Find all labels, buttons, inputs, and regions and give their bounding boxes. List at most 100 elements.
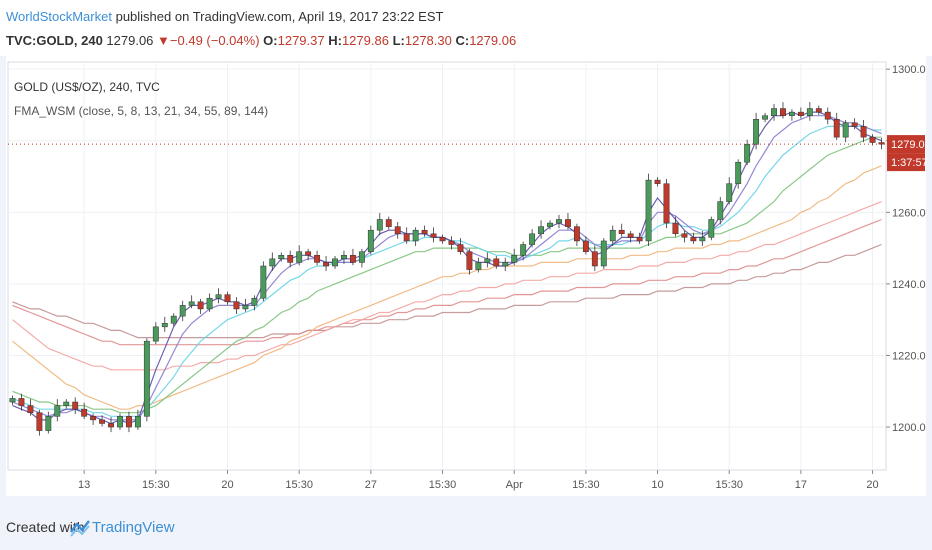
- candle: [349, 248, 356, 266]
- y-tick-label: 1200.00: [892, 422, 926, 434]
- candle-body: [618, 229, 625, 235]
- candle: [502, 257, 509, 272]
- x-tick-label: 13: [78, 479, 90, 491]
- candle-body: [9, 398, 16, 403]
- ma-line-13: [12, 125, 882, 417]
- candle-body: [591, 251, 598, 267]
- candle: [376, 213, 383, 236]
- candle: [358, 248, 365, 268]
- candle: [851, 118, 858, 130]
- candle: [573, 223, 580, 246]
- candle: [63, 399, 70, 409]
- price-change: ▼−0.49 (−0.04%): [157, 33, 260, 48]
- candle: [457, 238, 464, 255]
- candle: [690, 232, 697, 244]
- candle: [780, 102, 786, 119]
- candle: [654, 177, 661, 187]
- candle: [233, 297, 240, 314]
- candle: [134, 409, 141, 430]
- tradingview-brand[interactable]: TradingView: [92, 519, 175, 536]
- author-link[interactable]: WorldStockMarket: [6, 9, 112, 24]
- candle: [314, 250, 321, 266]
- candle: [197, 298, 204, 314]
- open-label: O:: [263, 33, 278, 48]
- candle-body: [412, 229, 419, 242]
- candle-body: [314, 255, 321, 263]
- legend-title: GOLD (US$/OZ), 240, TVC: [14, 80, 160, 94]
- candle: [269, 252, 276, 272]
- candle: [735, 159, 742, 189]
- candle: [681, 230, 688, 243]
- candle: [54, 399, 61, 422]
- candle-body: [81, 408, 88, 417]
- candle-body: [780, 108, 786, 116]
- candle: [771, 103, 777, 121]
- candle: [618, 223, 625, 237]
- candle-body: [143, 340, 150, 417]
- low-label: L:: [392, 33, 405, 48]
- candle: [251, 295, 258, 311]
- candle-body: [627, 233, 634, 238]
- chart-panel[interactable]: 1200.001220.001240.001260.001280.001300.…: [6, 56, 932, 496]
- candle: [869, 134, 876, 146]
- candle-body: [833, 119, 840, 138]
- candle-body: [520, 244, 527, 256]
- candle: [36, 409, 43, 436]
- candle-body: [547, 222, 553, 227]
- candle: [421, 225, 428, 237]
- price-chart[interactable]: 1200.001220.001240.001260.001280.001300.…: [6, 56, 932, 496]
- candle-body: [475, 262, 482, 270]
- candle-body: [815, 108, 822, 113]
- y-tick-label: 1300.00: [892, 64, 926, 76]
- candle-body: [134, 416, 141, 428]
- candle: [663, 179, 670, 229]
- candle-body: [681, 233, 688, 238]
- candle-body: [511, 255, 518, 263]
- candle-body: [90, 416, 97, 421]
- symbol-name: TVC:GOLD, 240: [6, 33, 103, 48]
- publish-line: WorldStockMarket published on TradingVie…: [6, 9, 443, 24]
- plot-border: [7, 61, 887, 471]
- candle-body: [188, 301, 195, 306]
- candle: [556, 214, 562, 229]
- candle: [538, 220, 545, 239]
- y-tick-label: 1240.00: [892, 279, 926, 291]
- last-price-label: 1279.06: [891, 139, 926, 151]
- candle-body: [654, 179, 661, 184]
- candle-body: [448, 240, 455, 245]
- candle-body: [538, 226, 545, 235]
- candle: [824, 107, 831, 125]
- candle-body: [708, 219, 715, 238]
- candle: [842, 119, 849, 143]
- candle-body: [824, 111, 831, 120]
- candle: [188, 295, 195, 309]
- candle: [108, 417, 114, 433]
- candle: [726, 177, 733, 205]
- candle-body: [242, 305, 249, 310]
- candle: [341, 250, 347, 264]
- candle-body: [636, 237, 643, 242]
- candle-body: [565, 219, 571, 227]
- countdown-badge: [887, 153, 925, 172]
- candle: [412, 227, 419, 246]
- x-tick-label: 15:30: [715, 479, 743, 491]
- candle: [90, 413, 97, 425]
- candle-body: [197, 301, 204, 310]
- candle: [636, 232, 643, 244]
- candle-body: [215, 294, 222, 299]
- candle-body: [233, 301, 240, 310]
- candle: [242, 298, 249, 312]
- candle-body: [27, 405, 34, 413]
- candle: [484, 252, 491, 268]
- x-tick-label: 15:30: [285, 479, 313, 491]
- x-tick-label: 17: [795, 479, 807, 491]
- candle: [385, 216, 392, 230]
- candle: [117, 413, 123, 430]
- candle-body: [421, 229, 428, 235]
- candle-body: [806, 108, 813, 116]
- candle-body: [45, 416, 52, 431]
- candle-body: [403, 233, 410, 242]
- candle: [815, 105, 822, 115]
- candle: [143, 338, 150, 422]
- candle-body: [797, 111, 804, 116]
